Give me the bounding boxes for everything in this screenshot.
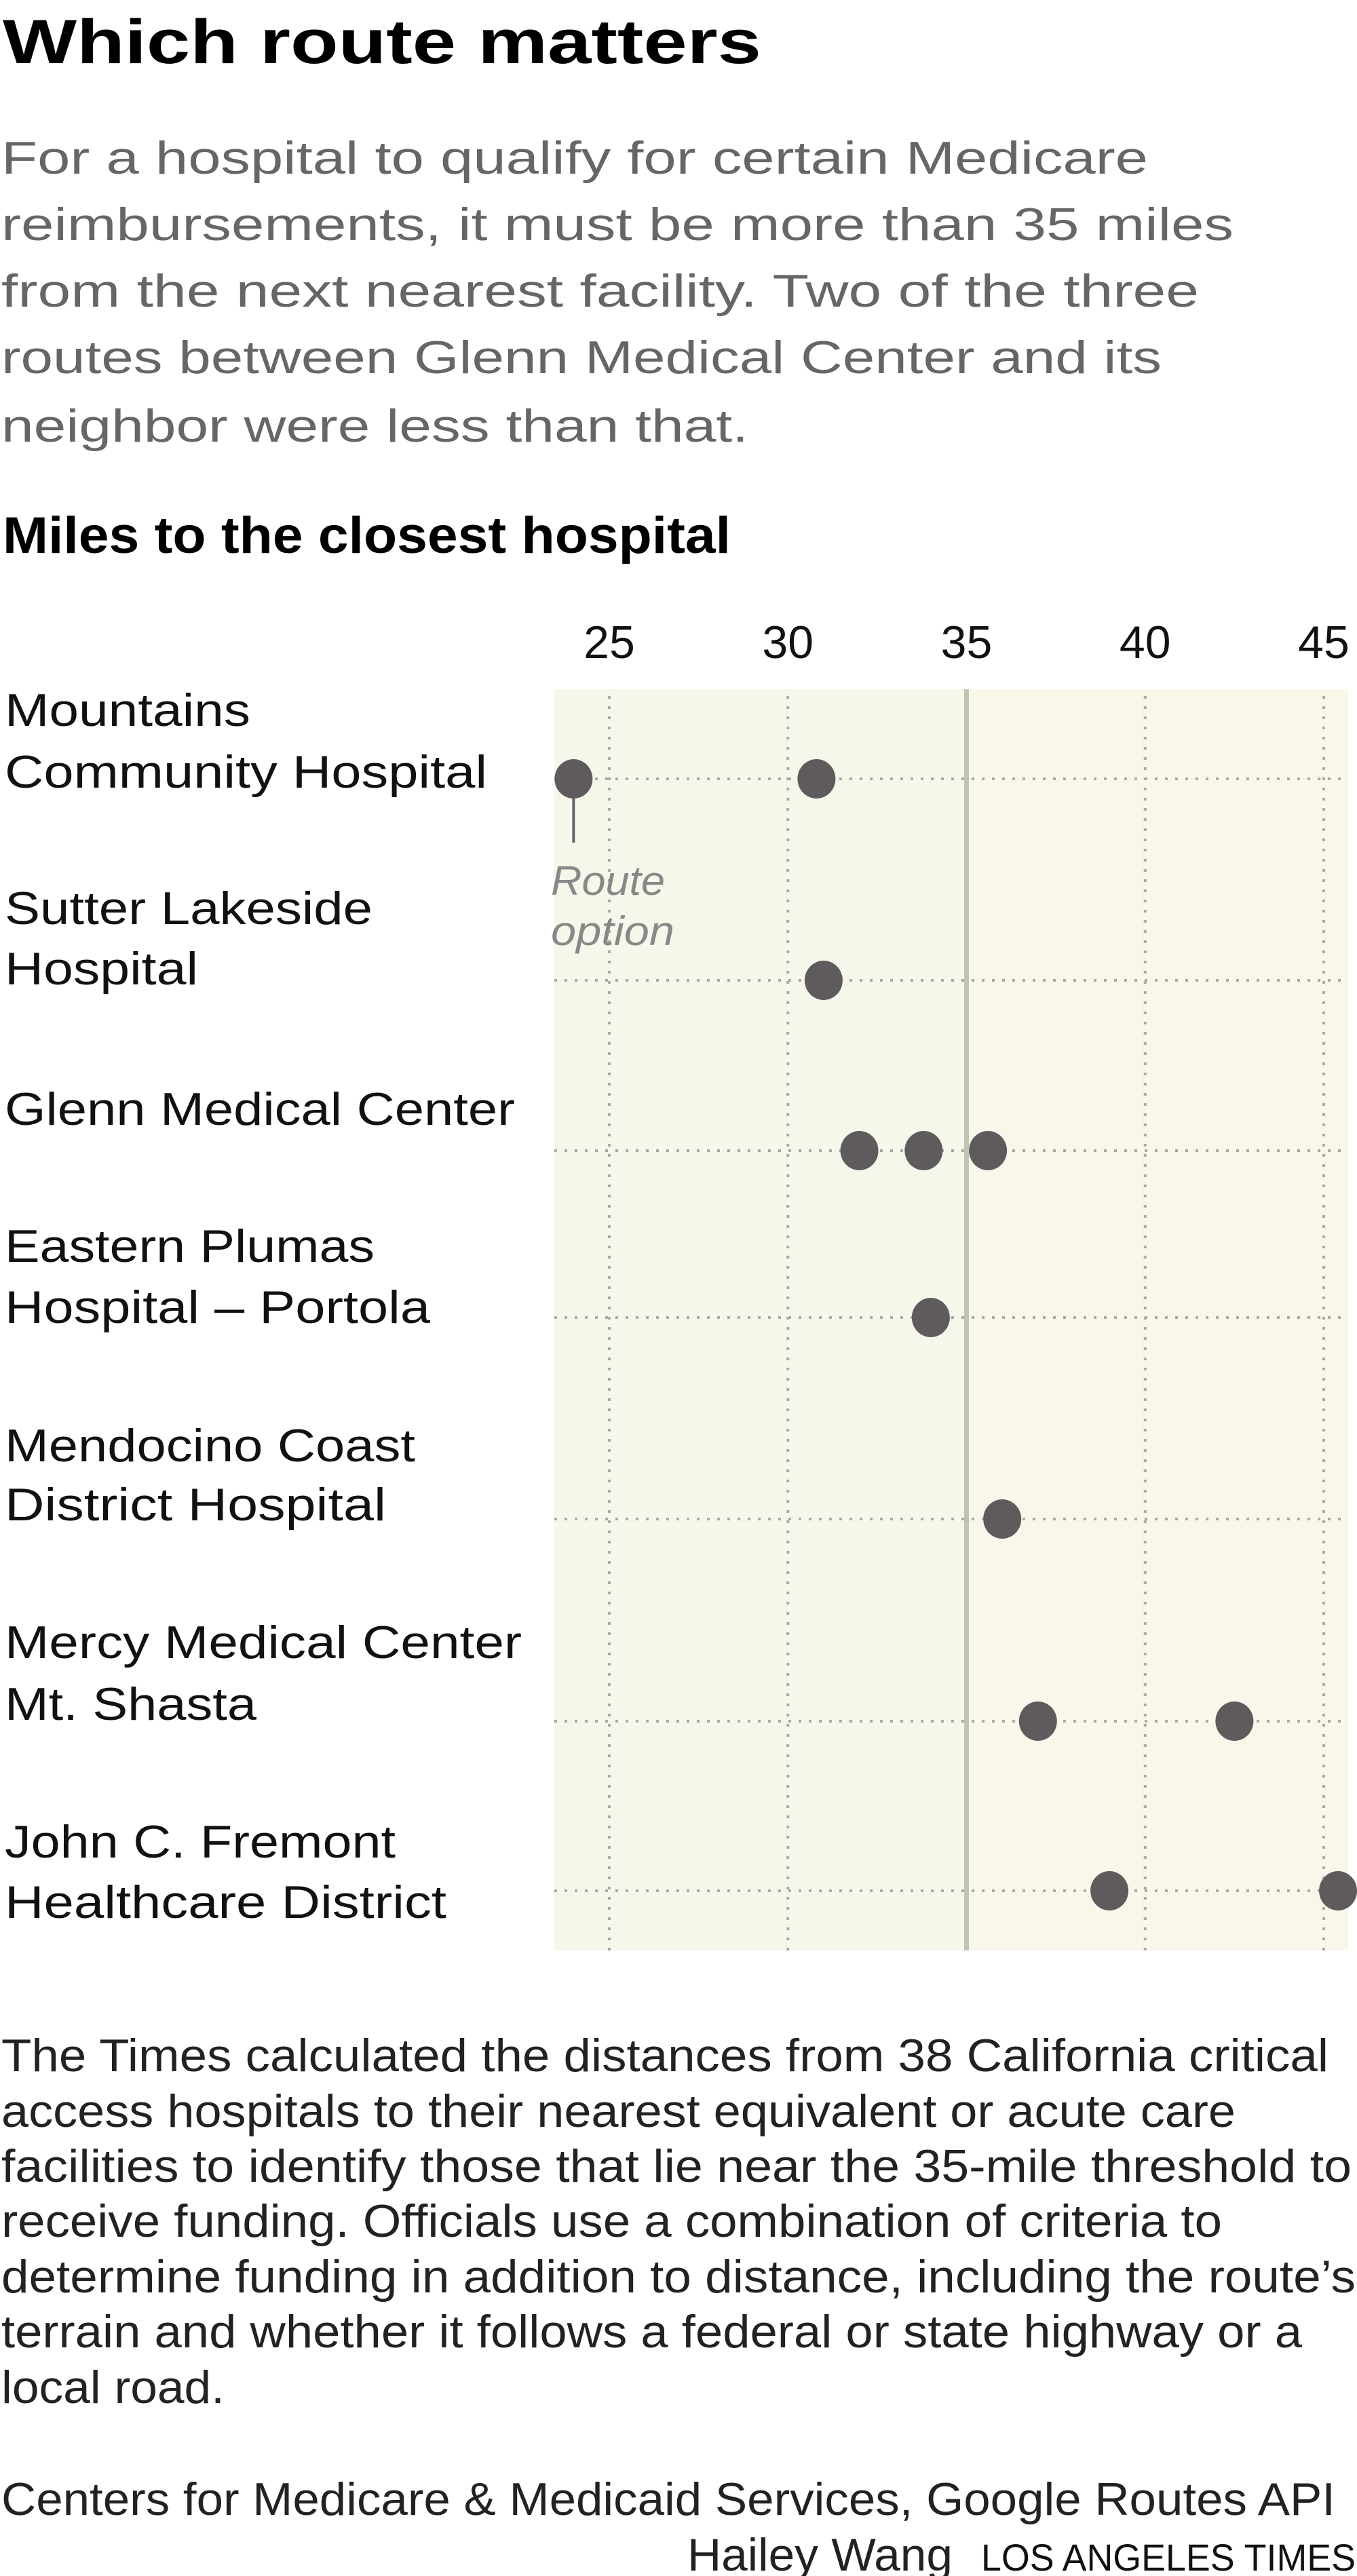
row-label: Mendocino Coast: [5, 1420, 415, 1472]
row-label: Eastern Plumas: [5, 1220, 375, 1272]
row-label: Healthcare District: [5, 1877, 446, 1928]
route-distance-dot: [1090, 1871, 1129, 1910]
x-tick-label: 25: [584, 617, 635, 668]
route-distance-dot: [983, 1499, 1022, 1539]
row-label: Mt. Shasta: [5, 1678, 256, 1730]
plot-area: 25 30 35 40 45 Mountains Community Hospital Sut…: [5, 617, 1357, 1950]
row-label: Hospital: [5, 943, 198, 995]
row-label: Glenn Medical Center: [5, 1083, 515, 1135]
note-line: terrain and whether it follows a federal…: [1, 2306, 1302, 2358]
x-tick-label: 35: [941, 617, 993, 668]
note-line: access hospitals to their nearest equiva…: [1, 2085, 1236, 2137]
source-credit: Centers for Medicare & Medicaid Services…: [1, 2474, 1335, 2525]
x-tick-label: 45: [1298, 617, 1350, 668]
route-distance-dot: [554, 759, 593, 799]
route-distance-dot: [1018, 1702, 1057, 1741]
annotation-route-option: Route option: [551, 858, 674, 954]
brand-logo: LOS ANGELES TIMES: [981, 2536, 1356, 2576]
annotation-text: option: [551, 908, 674, 954]
annotation-text: Route: [551, 858, 665, 904]
below-threshold-band: [554, 689, 967, 1950]
route-distance-dot: [904, 1131, 943, 1170]
subtitle-line: routes between Glenn Medical Center and …: [1, 332, 1162, 383]
graphic-title: Which route matters: [3, 7, 761, 77]
byline: Hailey Wang: [687, 2529, 953, 2576]
row-label: Mercy Medical Center: [5, 1617, 522, 1668]
subtitle-line: from the next nearest facility. Two of t…: [1, 265, 1199, 317]
x-tick-label: 30: [762, 617, 814, 668]
subtitle-line: reimbursements, it must be more than 35 …: [1, 199, 1234, 250]
route-distance-dot: [840, 1131, 879, 1170]
route-distance-dot: [1215, 1702, 1254, 1741]
above-threshold-band: [966, 689, 1348, 1950]
subtitle-line: neighbor were less than that.: [1, 400, 748, 452]
row-label: Mountains: [5, 685, 250, 736]
note-line: The Times calculated the distances from …: [1, 2030, 1329, 2081]
row-label: Community Hospital: [5, 746, 487, 798]
subtitle: For a hospital to qualify for certain Me…: [1, 132, 1234, 452]
note-line: determine funding in addition to distanc…: [1, 2251, 1356, 2303]
chart-title: Miles to the closest hospital: [3, 507, 731, 564]
x-tick-label: 40: [1120, 617, 1171, 668]
row-label: Sutter Lakeside: [5, 883, 372, 934]
subtitle-line: For a hospital to qualify for certain Me…: [1, 132, 1148, 184]
note-line: facilities to identify those that lie ne…: [1, 2140, 1352, 2192]
row-label: Hospital – Portola: [5, 1282, 430, 1333]
route-distance-dot: [969, 1131, 1008, 1170]
row-label: John C. Fremont: [5, 1816, 396, 1868]
note-line: receive funding. Officials use a combina…: [1, 2195, 1222, 2247]
route-distance-dot: [911, 1298, 950, 1337]
row-label: District Hospital: [5, 1479, 386, 1531]
route-distance-dot: [1319, 1871, 1357, 1910]
route-distance-dot: [804, 961, 843, 1000]
note-line: local road.: [1, 2362, 225, 2413]
route-distance-dot: [797, 759, 836, 799]
footer-note: The Times calculated the distances from …: [1, 2030, 1356, 2413]
